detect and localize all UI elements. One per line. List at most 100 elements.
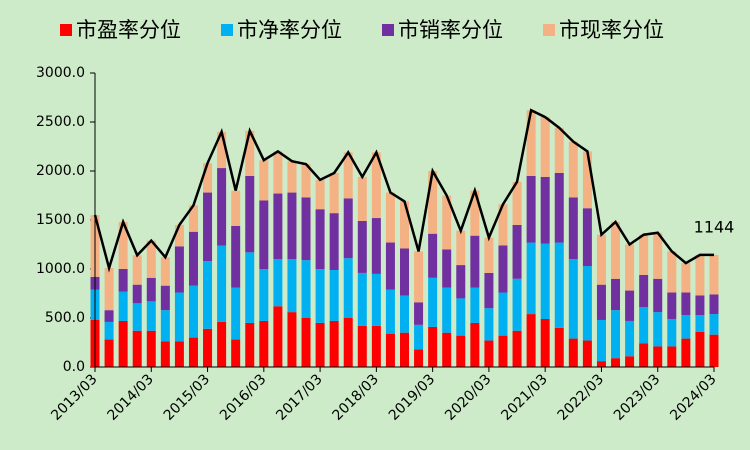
total-line <box>93 108 714 273</box>
bar-segment <box>526 242 536 315</box>
y-tick-label: 500.0 <box>45 310 85 326</box>
bar-segment <box>681 263 691 293</box>
bar-segment <box>540 243 550 319</box>
bar-segment <box>188 285 198 338</box>
bar-segment <box>484 272 494 309</box>
bar-segment <box>582 266 592 341</box>
bar-segment <box>414 302 424 325</box>
bar-segment <box>512 278 522 331</box>
bar-segment <box>385 289 395 334</box>
bar-segment <box>681 338 691 367</box>
bar-segment <box>259 269 269 321</box>
bar-segment <box>456 335 466 367</box>
bar-segment <box>611 310 621 359</box>
bar-segment <box>540 176 550 244</box>
bar-segment <box>639 274 649 308</box>
y-tick-label: 1500.0 <box>36 212 85 228</box>
y-tick-label: 3000.0 <box>36 65 85 81</box>
bar-segment <box>132 284 142 304</box>
bar-segment <box>146 330 156 367</box>
bar-segment <box>582 208 592 267</box>
x-tick-label: 2017/03 <box>273 371 325 423</box>
bar-segment <box>245 322 255 367</box>
legend-swatch <box>543 24 555 36</box>
bar-segment <box>709 294 719 315</box>
bar-segment <box>231 225 241 288</box>
bar-segment <box>329 213 339 270</box>
bar-segment <box>118 291 128 321</box>
bar-segment <box>315 209 325 269</box>
bar-segment <box>428 326 438 367</box>
bar-segment <box>695 315 705 332</box>
bar-segment <box>259 200 269 269</box>
bar-segment <box>301 318 311 367</box>
bar-segment <box>526 110 536 176</box>
bar-segment <box>695 331 705 367</box>
bar-segment <box>400 248 409 296</box>
bar-segment <box>132 330 142 367</box>
bar-segment <box>554 327 564 367</box>
bar-segment <box>231 190 241 226</box>
bar-segment <box>540 117 550 177</box>
bar-segment <box>385 242 395 290</box>
bar-segment <box>400 201 409 249</box>
bar-segment <box>512 181 522 225</box>
bar-segment <box>231 287 241 340</box>
bar-segment <box>357 220 367 273</box>
bar-segment <box>385 333 395 367</box>
legend-swatch <box>221 24 233 36</box>
bar-segment <box>385 192 395 243</box>
bar-segment <box>512 224 522 279</box>
bar-segment <box>484 237 494 273</box>
bar-segment <box>174 224 184 247</box>
bar-segment <box>498 335 508 367</box>
bar-segment <box>667 346 677 367</box>
bar-segment <box>329 269 339 321</box>
bar-segment <box>343 198 353 259</box>
bar-segment <box>188 205 198 232</box>
bar-segment <box>371 273 381 326</box>
end-label: 1144 <box>694 217 735 236</box>
legend-swatch <box>60 24 72 36</box>
bar-segment <box>160 310 170 342</box>
x-tick-label: 2024/03 <box>667 371 719 423</box>
bar-segment <box>188 231 198 286</box>
bar-segment <box>611 358 621 367</box>
bar-segment <box>681 315 691 339</box>
bar-segment <box>625 290 635 321</box>
bar-segment <box>470 287 480 323</box>
bar-segment <box>498 245 508 293</box>
bar-segment <box>203 192 213 262</box>
bar-segment <box>343 152 353 199</box>
bar-segment <box>203 261 213 329</box>
x-tick-label: 2016/03 <box>217 371 269 423</box>
bar-segment <box>118 320 128 367</box>
legend-label: 市现率分位 <box>559 18 664 42</box>
bar-segment <box>667 251 677 293</box>
bar-segment <box>273 259 283 307</box>
x-tick-label: 2013/03 <box>48 371 100 423</box>
bar-segment <box>203 163 213 193</box>
bar-segment <box>526 314 536 367</box>
legend-label: 市净率分位 <box>237 18 342 42</box>
bar-segment <box>526 175 536 243</box>
y-tick-label: 2000.0 <box>36 163 85 179</box>
bar-segment <box>400 295 409 333</box>
bar-segment <box>582 151 592 209</box>
bar-segment <box>484 308 494 341</box>
bar-segment <box>146 277 156 302</box>
x-tick-label: 2020/03 <box>442 371 494 423</box>
bar-segment <box>653 278 663 313</box>
bar-segment <box>259 320 269 367</box>
bar-segment <box>203 328 213 367</box>
bar-segment <box>695 295 705 316</box>
bar-segment <box>231 339 241 367</box>
bar-segment <box>442 332 452 367</box>
bar-segment <box>498 292 508 336</box>
bar-segment <box>568 338 578 367</box>
bar-segment <box>611 278 621 311</box>
bar-segment <box>118 269 128 292</box>
bar-segment <box>596 319 606 362</box>
bar-segment <box>653 232 663 279</box>
bar-segment <box>357 176 367 221</box>
